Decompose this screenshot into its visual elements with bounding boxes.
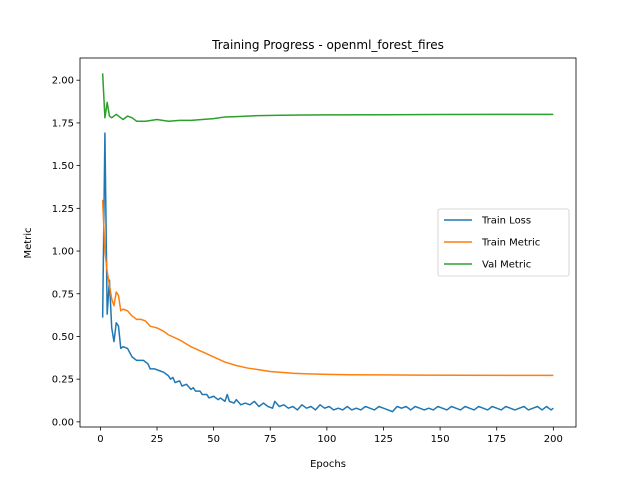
x-tick-label: 0: [97, 434, 103, 445]
legend-box: [437, 208, 570, 277]
y-tick-label: 0.25: [52, 375, 74, 386]
legend-label: Train Loss: [481, 216, 531, 227]
x-tick-label: 25: [151, 434, 164, 445]
x-tick-label: 200: [544, 434, 563, 445]
y-axis-label: Metric: [23, 227, 34, 258]
legend: Train Loss Train Metric Val Metric: [437, 208, 570, 277]
y-tick-label: 1.75: [52, 118, 74, 129]
y-tick-label: 1.00: [52, 247, 74, 258]
x-tick-label: 175: [487, 434, 506, 445]
y-tick-label: 2.00: [52, 76, 74, 87]
x-axis-label: Epochs: [310, 459, 346, 470]
plot-frame: [79, 57, 577, 428]
legend-label: Val Metric: [482, 260, 531, 271]
x-tick-label: 50: [207, 434, 220, 445]
x-tick-label: 150: [431, 434, 450, 445]
series-layer: [101, 73, 554, 413]
series-line-train-loss: [101, 132, 554, 413]
x-tick-label: 125: [374, 434, 393, 445]
y-tick-label: 1.25: [52, 204, 74, 215]
series-line-train-metric: [101, 199, 554, 377]
y-axis: 0.00 0.25 0.50 0.75 1.00 1.25 1.50 1.75 2.00: [52, 76, 80, 428]
series-line-val-metric: [101, 73, 554, 122]
legend-label: Train Metric: [481, 238, 540, 249]
y-tick-label: 1.50: [52, 161, 74, 172]
chart-title: Training Progress - openml_forest_fires: [211, 38, 444, 52]
x-axis: 0 25 50 75 100 125 150 175 200: [97, 427, 563, 445]
x-tick-label: 100: [317, 434, 336, 445]
y-tick-label: 0.50: [52, 332, 74, 343]
y-tick-label: 0.00: [52, 417, 74, 428]
x-tick-label: 75: [264, 434, 277, 445]
y-tick-label: 0.75: [52, 289, 74, 300]
